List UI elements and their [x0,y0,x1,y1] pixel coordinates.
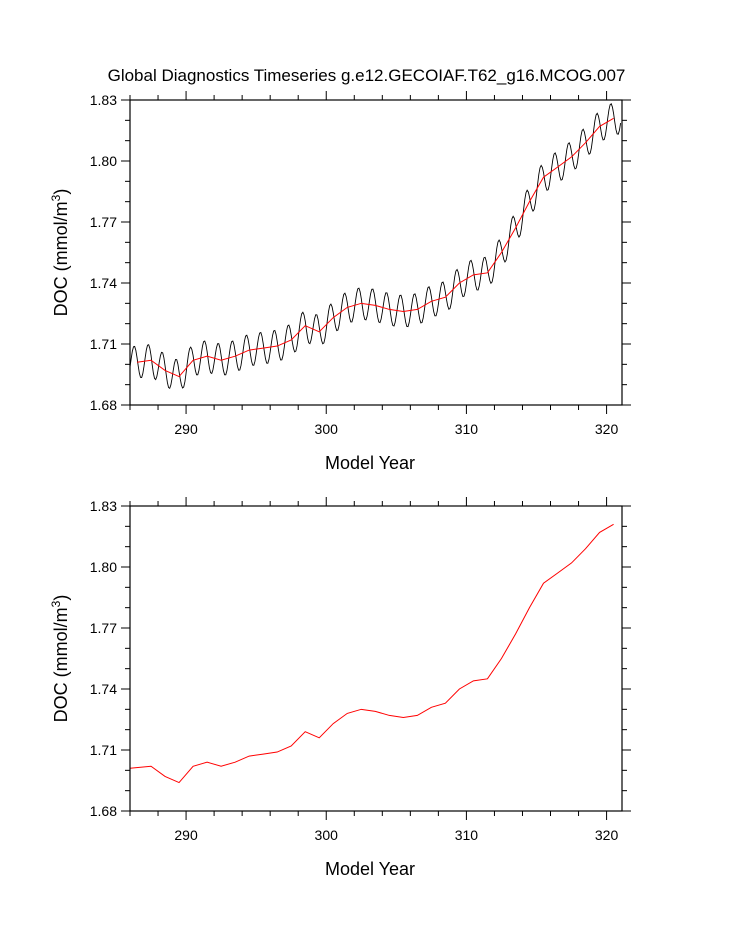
chart-title: Global Diagnostics Timeseries g.e12.GECO… [107,66,626,85]
bottom-ytick-label: 1.83 [90,498,117,514]
top-ytick-label: 1.77 [90,214,117,230]
bottom-plot-area [130,523,614,784]
top-panel: 1.68 1.71 1.74 1.77 1.80 1.83 290 300 310 320 Mode… [49,91,631,473]
bottom-ytick-label: 1.71 [90,742,117,758]
top-ytick-label: 1.71 [90,336,117,352]
top-xtick-label: 300 [315,421,339,437]
top-monthly-series-line [130,103,622,390]
top-xtick-label: 320 [595,421,619,437]
top-y-axis-title: DOC (mmol/m3) [49,189,71,317]
top-ytick-label: 1.80 [90,153,117,169]
top-xtick-label: 310 [455,421,479,437]
bottom-xtick-label: 290 [174,827,198,843]
bottom-panel: 1.68 1.71 1.74 1.77 1.80 1.83 290 300 310 320 Mode… [49,497,631,879]
top-x-axis-title: Model Year [325,453,415,473]
bottom-ytick-label: 1.74 [90,681,117,697]
top-ytick-label: 1.68 [90,397,117,413]
bottom-xtick-label: 320 [595,827,619,843]
top-plot-area [130,103,622,390]
bottom-xtick-label: 310 [455,827,479,843]
top-annual-series-line [136,117,614,378]
bottom-annual-series-line [130,523,614,784]
bottom-ytick-label: 1.77 [90,620,117,636]
top-ytick-label: 1.83 [90,92,117,108]
bottom-x-axis-title: Model Year [325,859,415,879]
bottom-xtick-label: 300 [315,827,339,843]
bottom-y-axis-title: DOC (mmol/m3) [49,595,71,723]
bottom-ytick-label: 1.68 [90,803,117,819]
bottom-ytick-label: 1.80 [90,559,117,575]
bottom-axes-frame [129,505,623,812]
top-axes-frame [129,99,623,406]
top-ytick-label: 1.74 [90,275,117,291]
top-xtick-label: 290 [174,421,198,437]
